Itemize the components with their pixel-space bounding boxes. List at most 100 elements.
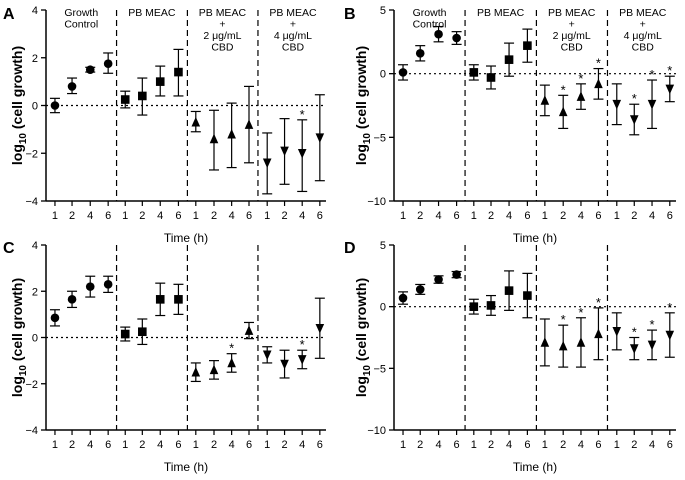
- x-tick-label: 2: [139, 210, 145, 222]
- data-point: [469, 302, 479, 311]
- x-tick-label: 2: [488, 439, 494, 451]
- data-point: [244, 119, 254, 129]
- group-label: PB MEAC: [269, 7, 317, 19]
- x-tick-label: 1: [400, 210, 406, 222]
- y-tick-label: −5: [373, 132, 386, 144]
- x-tick-label: 4: [299, 439, 305, 451]
- data-point: [486, 73, 496, 82]
- x-axis-title: Time (h): [164, 460, 208, 474]
- significance-star: *: [300, 107, 305, 122]
- x-tick-label: 6: [105, 439, 111, 451]
- x-tick-label: 2: [560, 439, 566, 451]
- x-tick-label: 4: [87, 439, 93, 451]
- x-tick-label: 4: [229, 439, 235, 451]
- data-point: [540, 337, 550, 347]
- significance-star: *: [596, 56, 601, 71]
- data-point: [315, 323, 325, 334]
- significance-star: *: [578, 305, 583, 320]
- x-tick-label: 1: [193, 210, 199, 222]
- x-tick-label: 4: [578, 210, 584, 222]
- x-tick-label: 6: [175, 210, 181, 222]
- x-tick-label: 2: [211, 439, 217, 451]
- group-label: 4 μg/mL: [274, 30, 312, 42]
- significance-star: *: [561, 312, 566, 327]
- data-point: [315, 133, 325, 144]
- panel-letter: B: [344, 6, 356, 23]
- data-point: [209, 133, 219, 144]
- group-label: 2 μg/mL: [203, 30, 241, 42]
- x-tick-label: 2: [281, 439, 287, 451]
- data-point: [120, 329, 130, 339]
- data-point: [647, 340, 657, 351]
- data-point: [434, 275, 443, 284]
- group-label: Growth: [64, 7, 98, 19]
- data-point: [227, 357, 236, 368]
- y-axis-label: log10 (cell growth): [9, 46, 29, 165]
- significance-star: *: [300, 337, 305, 352]
- data-point: [434, 29, 443, 39]
- data-point: [85, 65, 95, 74]
- y-tick-label: −10: [367, 196, 386, 208]
- group-label: PB MEAC: [128, 7, 176, 19]
- x-axis-title: Time (h): [513, 231, 557, 245]
- x-tick-label: 2: [417, 439, 423, 451]
- data-point: [155, 77, 165, 86]
- data-point: [612, 99, 622, 110]
- x-tick-label: 4: [87, 210, 93, 222]
- x-tick-label: 6: [317, 210, 323, 222]
- x-tick-label: 1: [264, 210, 270, 222]
- x-tick-label: 6: [454, 439, 460, 451]
- data-point: [612, 327, 622, 337]
- x-tick-label: 6: [524, 210, 530, 222]
- data-point: [67, 82, 77, 91]
- group-label: PB MEAC: [619, 7, 667, 19]
- group-label: Control: [64, 19, 98, 31]
- x-tick-label: 6: [454, 210, 460, 222]
- group-label: CBD: [561, 42, 584, 54]
- y-tick-label: −5: [373, 363, 386, 375]
- group-label: +: [219, 19, 225, 31]
- y-tick-label: 0: [32, 333, 38, 345]
- x-tick-label: 1: [471, 439, 477, 451]
- data-point: [297, 148, 307, 159]
- y-tick-label: 4: [32, 240, 38, 252]
- group-label: CBD: [632, 42, 655, 54]
- group-label: +: [640, 19, 646, 31]
- x-tick-label: 4: [506, 439, 512, 451]
- x-tick-label: 2: [211, 210, 217, 222]
- y-tick-label: 0: [380, 69, 386, 81]
- data-point: [594, 328, 603, 339]
- data-point: [155, 295, 165, 304]
- x-tick-label: 4: [435, 439, 441, 451]
- data-point: [523, 41, 532, 50]
- data-point: [174, 295, 183, 304]
- significance-star: *: [649, 317, 654, 332]
- data-point: [594, 78, 603, 89]
- y-tick-label: 5: [380, 5, 386, 17]
- significance-star: *: [649, 67, 654, 82]
- x-tick-label: 1: [52, 210, 58, 222]
- data-point: [50, 313, 60, 323]
- x-tick-label: 1: [264, 439, 270, 451]
- data-point: [415, 48, 425, 58]
- data-point: [85, 282, 95, 291]
- x-tick-label: 2: [560, 210, 566, 222]
- x-tick-label: 4: [299, 210, 305, 222]
- panel-letter: D: [344, 240, 356, 257]
- data-point: [504, 55, 514, 64]
- y-tick-label: 0: [32, 101, 38, 113]
- y-tick-label: −2: [25, 148, 38, 160]
- y-tick-label: 2: [32, 286, 38, 298]
- x-tick-label: 6: [524, 439, 530, 451]
- significance-star: *: [561, 82, 566, 97]
- y-tick-label: 2: [32, 53, 38, 65]
- data-point: [665, 330, 675, 341]
- data-point: [576, 337, 586, 347]
- significance-star: *: [667, 300, 672, 315]
- x-tick-label: 2: [69, 439, 75, 451]
- x-tick-label: 1: [471, 210, 477, 222]
- data-point: [191, 116, 201, 127]
- data-point: [540, 95, 550, 105]
